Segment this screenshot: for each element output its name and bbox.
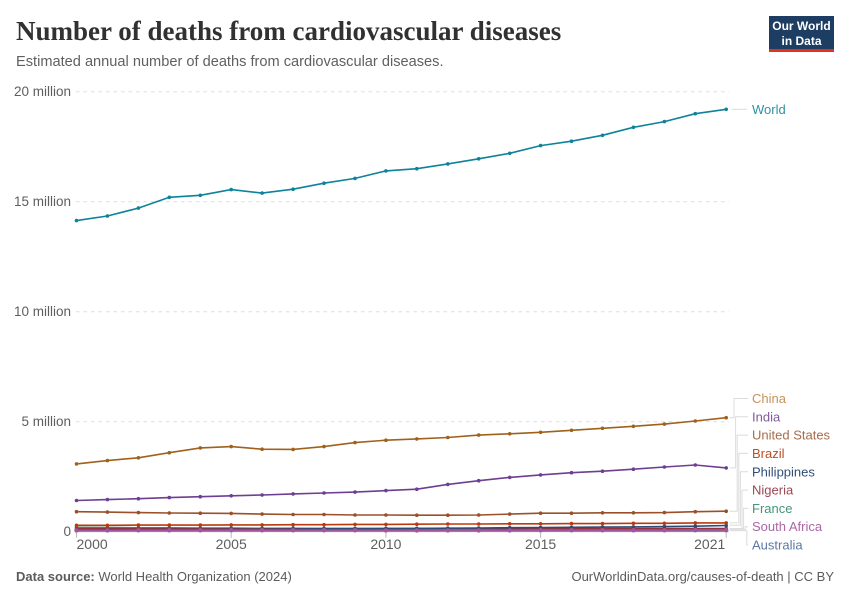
svg-text:Brazil: Brazil: [752, 446, 785, 461]
svg-text:2000: 2000: [77, 536, 108, 552]
svg-text:15 million: 15 million: [14, 194, 71, 209]
svg-text:0: 0: [63, 524, 71, 539]
svg-text:Nigeria: Nigeria: [752, 483, 794, 498]
svg-text:France: France: [752, 501, 792, 516]
svg-text:South Africa: South Africa: [752, 519, 823, 534]
svg-text:2010: 2010: [370, 536, 401, 552]
svg-text:United States: United States: [752, 428, 831, 443]
svg-text:China: China: [752, 391, 787, 406]
svg-text:India: India: [752, 409, 781, 424]
svg-text:2021: 2021: [694, 536, 725, 552]
svg-text:10 million: 10 million: [14, 304, 71, 319]
svg-text:2015: 2015: [525, 536, 556, 552]
svg-text:World: World: [752, 102, 786, 117]
svg-text:5 million: 5 million: [21, 414, 71, 429]
svg-text:20 million: 20 million: [14, 84, 71, 99]
svg-text:2005: 2005: [216, 536, 247, 552]
svg-text:Philippines: Philippines: [752, 464, 815, 479]
svg-text:Australia: Australia: [752, 538, 803, 553]
